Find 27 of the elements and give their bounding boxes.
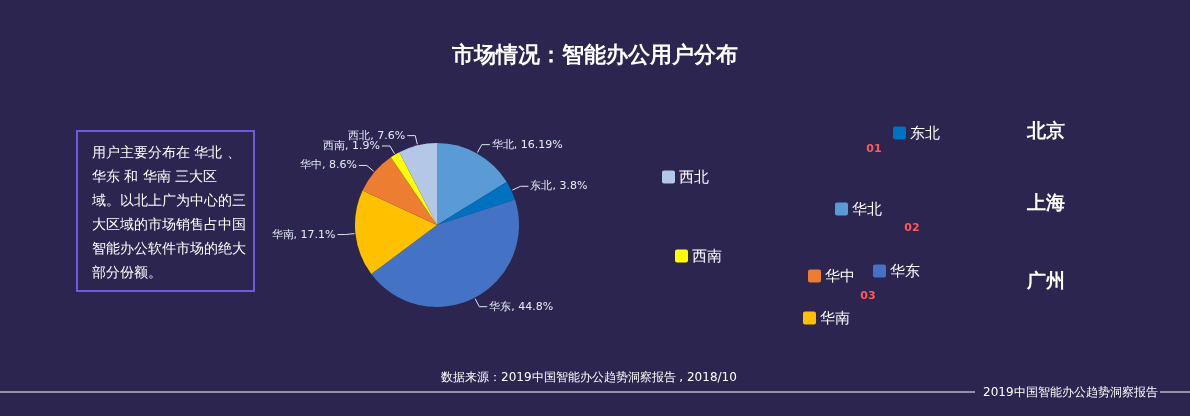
text: 02 bbox=[904, 221, 920, 234]
text: 广州 bbox=[1026, 269, 1065, 291]
pie-slice bbox=[399, 143, 437, 225]
data-label: 华北, 16.19% bbox=[491, 137, 563, 151]
legend-label: 华北 bbox=[852, 200, 882, 218]
chart-title: 市场情况：智能办公用户分布 bbox=[451, 42, 738, 67]
text: 2019中国智能办公趋势洞察报告 bbox=[983, 385, 1158, 399]
pie-slice bbox=[390, 152, 437, 225]
text: 北京 bbox=[1026, 119, 1065, 141]
data-label: 华中, 8.6% bbox=[299, 158, 357, 172]
data-label: 东北, 3.8% bbox=[530, 179, 588, 193]
text: 01 bbox=[866, 142, 882, 155]
legend-label: 华东 bbox=[890, 262, 920, 280]
legend-label: 西北 bbox=[679, 168, 709, 186]
text: 03 bbox=[860, 289, 876, 302]
legend-label: 西南 bbox=[692, 247, 722, 265]
legend-label: 华中 bbox=[825, 267, 855, 285]
data-label: 华南, 17.1% bbox=[271, 227, 336, 241]
text: 上海 bbox=[1026, 191, 1065, 213]
legend-label: 华南 bbox=[820, 309, 850, 327]
source-note: 数据来源：2019中国智能办公趋势洞察报告 , 2018/10 bbox=[441, 370, 737, 384]
text: 用户主要分布在 华北 、华东 和 华南 三大区域。以北上广为中心的三大区域的市场销售占中国智能办公软件市场的绝大部分份额。 bbox=[91, 144, 246, 280]
pie-slice bbox=[362, 157, 437, 225]
data-label: 华东, 44.8% bbox=[489, 299, 554, 313]
pie-slice bbox=[437, 181, 515, 225]
pie-slice bbox=[355, 190, 437, 275]
legend-label: 东北 bbox=[910, 124, 940, 142]
